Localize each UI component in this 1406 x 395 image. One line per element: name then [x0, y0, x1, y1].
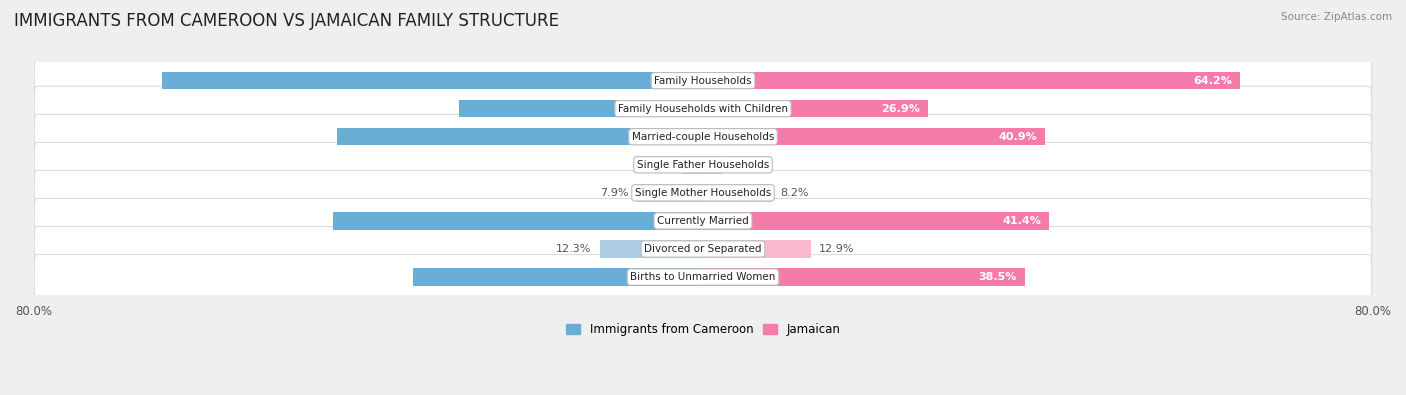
Text: 2.3%: 2.3% [731, 160, 759, 170]
FancyBboxPatch shape [34, 142, 1372, 187]
Text: 29.2%: 29.2% [682, 104, 721, 114]
Text: 7.9%: 7.9% [600, 188, 628, 198]
Text: Family Households: Family Households [654, 75, 752, 86]
Text: Births to Unmarried Women: Births to Unmarried Women [630, 272, 776, 282]
FancyBboxPatch shape [34, 86, 1372, 131]
Text: 34.7%: 34.7% [682, 272, 721, 282]
Bar [682, 156, 703, 173]
Bar [333, 212, 703, 229]
Text: Married-couple Households: Married-couple Households [631, 132, 775, 142]
Bar [600, 240, 703, 258]
Text: 64.2%: 64.2% [1194, 75, 1232, 86]
Bar [703, 72, 1240, 89]
Text: 44.2%: 44.2% [682, 216, 721, 226]
FancyBboxPatch shape [34, 58, 1372, 103]
Text: Divorced or Separated: Divorced or Separated [644, 244, 762, 254]
Text: Currently Married: Currently Married [657, 216, 749, 226]
FancyBboxPatch shape [34, 227, 1372, 271]
Text: 12.3%: 12.3% [557, 244, 592, 254]
Bar [637, 184, 703, 201]
Text: 2.5%: 2.5% [645, 160, 673, 170]
Bar [703, 128, 1045, 145]
Text: Single Mother Households: Single Mother Households [636, 188, 770, 198]
Bar [412, 268, 703, 286]
Bar [162, 72, 703, 89]
Bar [703, 212, 1049, 229]
Text: IMMIGRANTS FROM CAMEROON VS JAMAICAN FAMILY STRUCTURE: IMMIGRANTS FROM CAMEROON VS JAMAICAN FAM… [14, 12, 560, 30]
Text: 43.7%: 43.7% [682, 132, 721, 142]
Text: 64.7%: 64.7% [682, 75, 721, 86]
Text: 38.5%: 38.5% [979, 272, 1017, 282]
Bar [703, 268, 1025, 286]
Bar [703, 100, 928, 117]
Bar [337, 128, 703, 145]
Bar [458, 100, 703, 117]
Bar [703, 156, 723, 173]
Text: 26.9%: 26.9% [882, 104, 920, 114]
FancyBboxPatch shape [34, 255, 1372, 299]
FancyBboxPatch shape [34, 198, 1372, 243]
Text: 8.2%: 8.2% [780, 188, 808, 198]
Legend: Immigrants from Cameroon, Jamaican: Immigrants from Cameroon, Jamaican [561, 318, 845, 340]
Text: 12.9%: 12.9% [820, 244, 855, 254]
Text: Source: ZipAtlas.com: Source: ZipAtlas.com [1281, 12, 1392, 22]
FancyBboxPatch shape [34, 114, 1372, 159]
Text: Family Households with Children: Family Households with Children [619, 104, 787, 114]
FancyBboxPatch shape [34, 170, 1372, 215]
Text: Single Father Households: Single Father Households [637, 160, 769, 170]
Bar [703, 184, 772, 201]
Bar [703, 240, 811, 258]
Text: 41.4%: 41.4% [1002, 216, 1040, 226]
Text: 40.9%: 40.9% [998, 132, 1036, 142]
